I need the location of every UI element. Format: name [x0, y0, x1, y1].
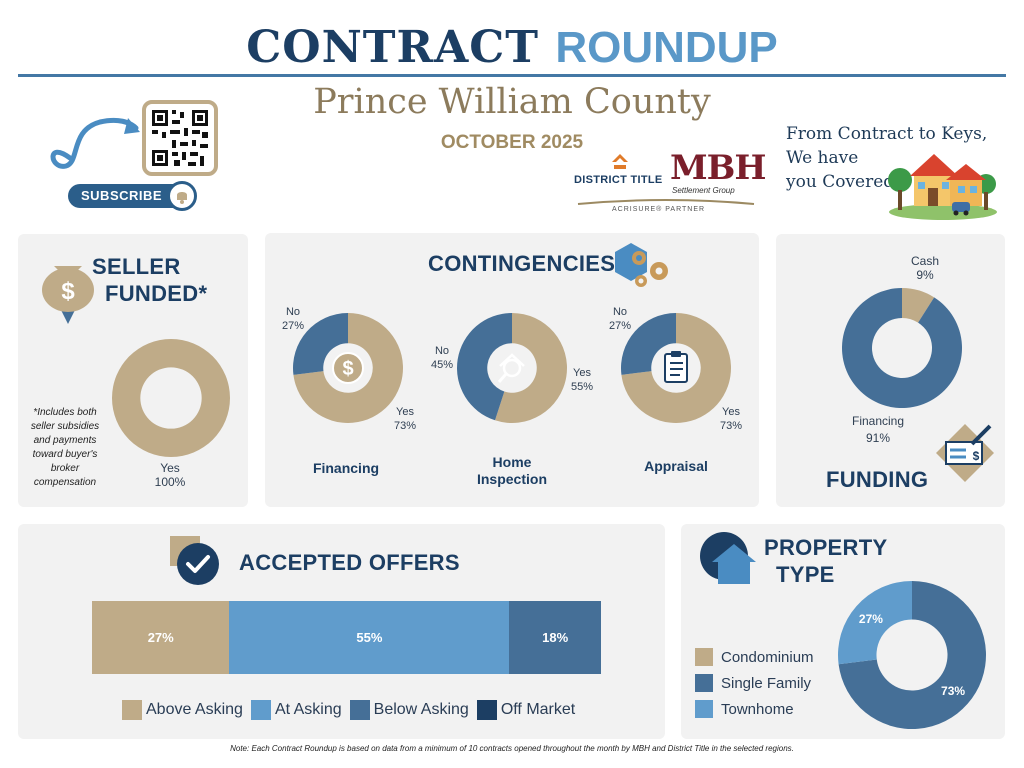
acrisure-partner: ACRISURE® PARTNER: [612, 206, 706, 213]
bell-icon[interactable]: [167, 181, 197, 211]
property-type-slice-label-1: 73%: [941, 684, 965, 698]
logo-swoosh-icon: [577, 199, 755, 205]
seller-funded-slice-yes: [112, 339, 230, 457]
property-legend-single-family: Single Family: [695, 670, 814, 696]
district-title-logo: DISTRICT TITLE: [574, 174, 663, 186]
dollar-coin-icon: $: [332, 352, 364, 384]
offers-legend-above-asking: Above Asking: [122, 700, 243, 720]
financing-slice-yes: [293, 313, 403, 423]
property-type-slice-townhome: [838, 581, 912, 665]
funding-title: FUNDING: [826, 467, 929, 492]
svg-text:$: $: [973, 449, 980, 463]
qr-code-icon[interactable]: [40, 100, 240, 215]
funding-cash-label: Cash 9%: [910, 254, 939, 282]
page-title: CONTRACT ROUNDUP: [0, 22, 1024, 73]
offers-legend-below-asking: Below Asking: [349, 700, 469, 720]
appraisal-donut: [621, 313, 731, 423]
footnote: Note: Each Contract Roundup is based on …: [230, 744, 794, 753]
property-legend-townhome: Townhome: [695, 696, 814, 722]
tagline-line-3: you Covered: [786, 172, 895, 192]
funding-slice-financing: [842, 288, 962, 408]
offers-bar-above-asking: 27%: [92, 601, 230, 674]
accepted-offers-legend: Above Asking At Asking Below Asking Off Mar…: [122, 700, 577, 720]
home-inspection-donut: [457, 313, 567, 423]
seller-funded-donut: [112, 339, 230, 457]
svg-text:$: $: [61, 278, 75, 305]
property-type-slice-single-family: [838, 581, 986, 729]
svg-text:$: $: [342, 358, 353, 380]
property-type-donut: 73% 27%: [838, 581, 986, 729]
month-label: OCTOBER 2025: [440, 132, 584, 153]
money-bag-icon: $: [42, 266, 94, 324]
funding-financing-label: Financing 91%: [851, 414, 905, 445]
property-legend-condominium: Condominium: [695, 644, 814, 670]
district-title-logo-icon: [612, 154, 628, 169]
offers-bar-at-asking: 55%: [229, 601, 510, 674]
seller-funded-note: *Includes both seller subsidies and paym…: [30, 407, 100, 488]
seller-funded-title-2: FUNDED*: [105, 281, 208, 306]
gears-icon: [615, 243, 668, 287]
tagline-line-2: We have: [786, 148, 859, 168]
title-main: CONTRACT: [246, 22, 539, 73]
contingencies-title: CONTINGENCIES: [428, 251, 616, 276]
property-type-title-1: PROPERTY: [764, 535, 888, 560]
appraisal-slice-yes: [621, 313, 731, 423]
property-type-title-2: TYPE: [776, 562, 835, 587]
financing-yes-label: Yes 73%: [393, 406, 417, 432]
home-inspection-no-label: No 45%: [430, 345, 454, 371]
mbh-logo: MBH: [670, 148, 766, 188]
partner-logos: DISTRICT TITLE MBH Settlement Group ACRI…: [574, 148, 766, 218]
appraisal-caption: Appraisal: [644, 458, 708, 474]
offers-legend-off-market: Off Market: [476, 700, 575, 720]
title-accent: ROUNDUP: [555, 23, 778, 72]
appraisal-slice-no: [621, 313, 676, 375]
appraisal-no-label: No 27%: [608, 306, 632, 332]
home-inspection-slice-no: [457, 313, 512, 421]
home-search-icon: [497, 353, 525, 383]
county-title: Prince William County: [313, 82, 711, 122]
seller-yes-label: Yes 100%: [154, 461, 186, 489]
offers-bar-below-asking: 18%: [509, 601, 601, 674]
funding-slice-cash: [902, 288, 935, 323]
check-pen-icon: $: [936, 424, 994, 482]
accepted-offers-bar: 27% 55% 18%: [92, 601, 601, 674]
mbh-logo-sub: Settlement Group: [672, 186, 735, 195]
property-type-slice-label-2: 27%: [859, 612, 883, 626]
tagline-line-1: From Contract to Keys,: [786, 124, 988, 144]
appraisal-yes-label: Yes 73%: [719, 406, 743, 432]
house-outline-icon: [700, 532, 756, 584]
qr-subscribe-block[interactable]: [40, 100, 240, 215]
financing-donut: [293, 313, 403, 423]
check-badge-icon: [170, 536, 219, 585]
offers-legend-at-asking: At Asking: [250, 700, 342, 720]
financing-slice-no: [293, 313, 348, 375]
header-rule: [18, 74, 1006, 77]
home-inspection-caption: Home Inspection: [476, 454, 547, 487]
home-inspection-slice-yes: [495, 313, 567, 423]
clipboard-checklist-icon: [664, 351, 688, 383]
financing-no-label: No 27%: [281, 306, 305, 332]
financing-caption: Financing: [312, 460, 380, 476]
tagline: From Contract to Keys, We have you Cover…: [786, 122, 987, 194]
funding-donut: [842, 288, 962, 408]
property-type-legend: Condominium Single Family Townhome: [695, 644, 814, 722]
accepted-offers-title: ACCEPTED OFFERS: [239, 550, 460, 575]
seller-funded-title-1: SELLER: [92, 254, 181, 279]
home-inspection-yes-label: Yes 55%: [570, 367, 594, 393]
house-icon: [888, 154, 997, 220]
